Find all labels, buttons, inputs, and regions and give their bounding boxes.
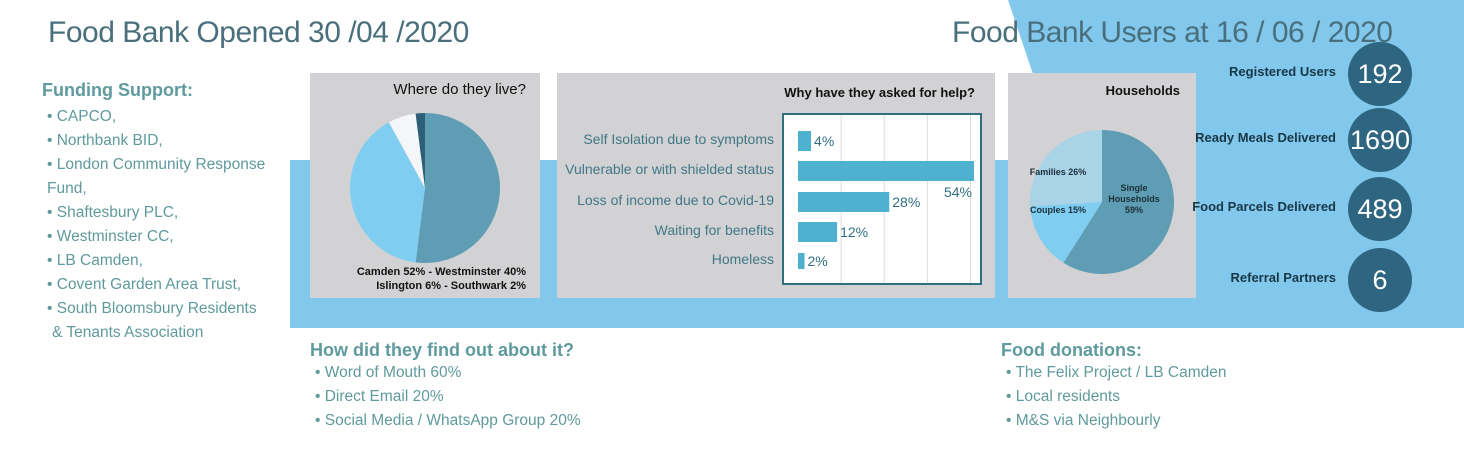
bar-value-label: 12% [840,224,868,240]
bar [798,253,805,269]
list-item: Direct Email 20% [315,385,581,409]
food-donations-heading: Food donations: [1001,340,1142,360]
category-label: Homeless [711,251,774,267]
stat-value-badge: 192 [1348,42,1412,106]
stat-ready-meals: Ready Meals Delivered 1690 [1195,106,1464,174]
pie-slice-single-households [1063,130,1174,274]
pie-slice-westminster [350,122,425,263]
list-item: Local residents [1006,385,1227,409]
food-donations-section: Food donations: The Felix Project / LB C… [1001,340,1227,433]
list-item: London Community Response Fund, [47,153,302,201]
find-out-heading: How did they find out about it? [310,340,574,360]
funding-heading: Funding Support: [42,80,193,100]
where-live-caption-line-1: Camden 52% - Westminster 40% [356,266,526,278]
stat-label: Referral Partners [1230,270,1337,285]
where-live-title: Where do they live? [393,81,526,98]
pie-slice-label: Couples 15% [1030,205,1086,215]
list-item: South Bloomsbury Residents [47,297,302,321]
pie-slice-families [1030,130,1102,207]
stat-referral-partners: Referral Partners 6 [1196,246,1464,314]
find-out-section: How did they find out about it? Word of … [310,340,581,433]
list-item: CAPCO, [47,105,302,129]
pie-slice-camden [415,113,500,263]
list-item: Westminster CC, [47,225,302,249]
why-help-bar-chart: 4% 54% 28% 12% 2% [798,115,974,283]
page-title-opened: Food Bank Opened 30 /04 /2020 [48,16,469,49]
funding-support-section: Funding Support: CAPCO, Northbank BID, L… [42,80,302,345]
stat-label: Food Parcels Delivered [1192,199,1336,214]
stat-label: Registered Users [1229,64,1336,79]
bar [798,161,974,181]
where-live-caption: Camden 52% - Westminster 40% Islington 6… [357,265,526,293]
page-title-users: Food Bank Users at 16 / 06 / 2020 [952,16,1393,49]
households-pie-chart: Single Households 59% Couples 15% Families 2… [1030,130,1174,274]
where-live-pie-chart [350,113,500,263]
pie-slice-couples [1030,202,1102,263]
pie-slice-label: Families 26% [1030,167,1087,177]
bar [798,222,838,242]
category-label: Loss of income due to Covid-19 [577,192,774,208]
funding-list-continuation: & Tenants Association [52,324,204,341]
pie-slice-islington [388,113,425,188]
find-out-list: Word of Mouth 60% Direct Email 20% Socia… [310,361,581,433]
bar-value-label: 2% [808,253,828,269]
list-item: Social Media / WhatsApp Group 20% [315,409,581,433]
stat-food-parcels: Food Parcels Delivered 489 [1192,175,1464,243]
pie-slice-southwark [415,113,425,188]
stat-value-badge: 489 [1348,177,1412,241]
where-live-caption-line-2: Islington 6% - Southwark 2% [376,280,526,292]
bar [798,192,890,212]
list-item: Shaftesbury PLC, [47,201,302,225]
bar-value-label: 28% [892,194,920,210]
category-label: Waiting for benefits [654,222,774,238]
bar-value-label: 4% [814,133,834,149]
bar [798,131,812,151]
list-item: LB Camden, [47,249,302,273]
households-title: Households [1105,83,1180,98]
where-live-panel: Where do they live? Camden 52% - Westmin… [310,73,540,298]
why-help-title: Why have they asked for help? [784,85,975,100]
stat-label: Ready Meals Delivered [1195,130,1336,145]
stat-value-badge: 1690 [1348,108,1412,172]
category-label: Vulnerable or with shielded status [565,161,774,177]
list-item: Northbank BID, [47,129,302,153]
list-item: M&S via Neighbourly [1006,409,1227,433]
food-donations-list: The Felix Project / LB Camden Local resi… [1001,361,1227,433]
bar-value-label: 54% [944,184,972,200]
list-item: Word of Mouth 60% [315,361,581,385]
stat-value-badge: 6 [1348,248,1412,312]
why-help-panel: Why have they asked for help? 4% 54% 28% 12… [557,73,995,298]
households-panel: Households Single Households 59% Couples 15… [1008,73,1196,298]
why-help-plot-area: 4% 54% 28% 12% 2% [782,113,982,285]
funding-list: CAPCO, Northbank BID, London Community R… [42,105,302,321]
category-label: Self Isolation due to symptoms [583,131,774,147]
list-item: Covent Garden Area Trust, [47,273,302,297]
list-item: The Felix Project / LB Camden [1006,361,1226,385]
stat-registered-users: Registered Users 192 [1196,40,1464,108]
pie-slice-label: Single Households 59% [1108,183,1160,215]
